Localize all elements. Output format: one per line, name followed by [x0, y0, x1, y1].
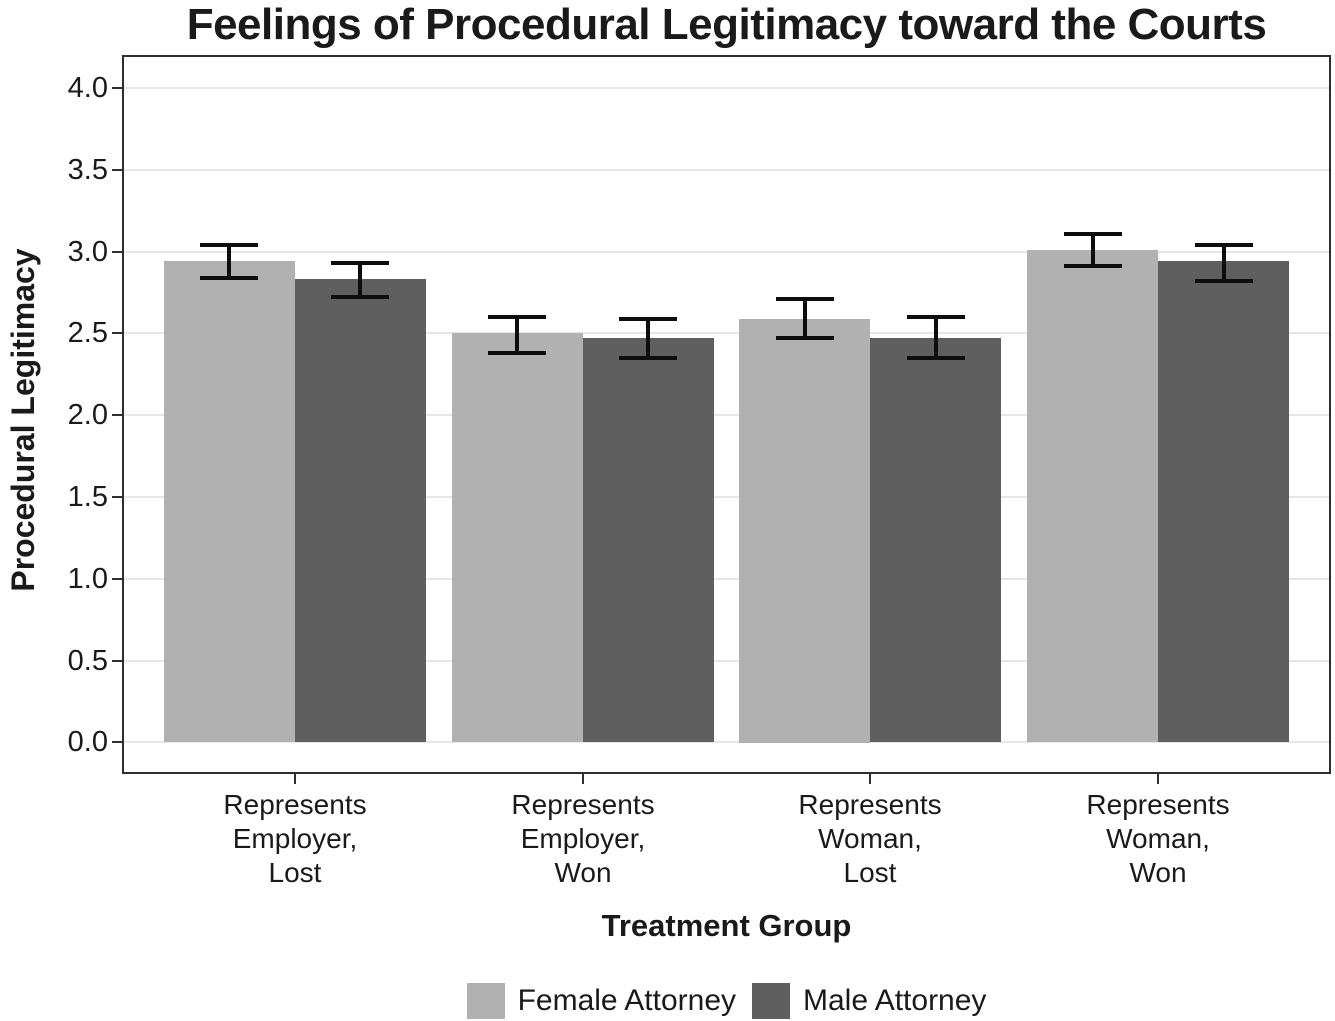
y-tick-label: 0.0 [67, 726, 108, 758]
x-axis-category-line: Represents [511, 789, 655, 820]
x-axis-category-line: Represents [798, 789, 942, 820]
gridline [124, 578, 1329, 580]
error-bar-cap-high-male-attorney-group-3 [907, 315, 965, 319]
error-bar-male-attorney-group-3 [934, 317, 938, 358]
x-axis-category-line: Lost [268, 857, 322, 888]
x-axis-category-line: Employer, [520, 823, 646, 854]
y-tick-mark [112, 496, 122, 498]
x-tick-mark [294, 774, 296, 784]
error-bar-cap-low-female-attorney-group-4 [1064, 264, 1122, 268]
bar-male-attorney-group-4 [1158, 261, 1289, 742]
gridline [124, 251, 1329, 253]
y-tick-mark [112, 87, 122, 89]
plot-panel [122, 55, 1331, 774]
gridline [124, 741, 1329, 743]
error-bar-cap-low-male-attorney-group-2 [619, 356, 677, 360]
bar-female-attorney-group-4 [1027, 250, 1158, 742]
y-tick-mark [112, 414, 122, 416]
error-bar-cap-high-male-attorney-group-2 [619, 317, 677, 321]
gridline [124, 660, 1329, 662]
error-bar-cap-high-male-attorney-group-1 [331, 261, 389, 265]
x-axis-category-line: Represents [223, 789, 367, 820]
x-axis-category-line: Woman, [818, 823, 922, 854]
legend-item-female-attorney: Female Attorney [466, 983, 736, 1019]
y-tick-mark [112, 660, 122, 662]
legend: Female Attorney Male Attorney [122, 981, 1331, 1021]
x-axis-category-line: Woman, [1106, 823, 1210, 854]
error-bar-cap-low-female-attorney-group-1 [200, 276, 258, 280]
x-axis-category-label: Represents Woman, Lost [725, 788, 1015, 890]
y-tick-label: 4.0 [67, 72, 108, 104]
gridline [124, 496, 1329, 498]
gridline [124, 414, 1329, 416]
bar-male-attorney-group-1 [295, 279, 426, 742]
bar-male-attorney-group-2 [583, 338, 714, 742]
y-tick-mark [112, 251, 122, 253]
x-axis-category-label: Represents Employer, Won [438, 788, 728, 890]
y-tick-mark [112, 578, 122, 580]
x-tick-mark [869, 774, 871, 784]
error-bar-cap-high-female-attorney-group-4 [1064, 232, 1122, 236]
error-bar-cap-high-female-attorney-group-1 [200, 243, 258, 247]
y-tick-label: 0.5 [67, 645, 108, 677]
error-bar-cap-low-male-attorney-group-4 [1195, 279, 1253, 283]
female-attorney-swatch [466, 983, 505, 1019]
x-axis-category-label: Represents Employer, Lost [150, 788, 440, 890]
x-axis-category-label: Represents Woman, Won [1013, 788, 1303, 890]
error-bar-female-attorney-group-3 [803, 299, 807, 338]
x-tick-mark [1157, 774, 1159, 784]
y-tick-label: 1.5 [67, 481, 108, 513]
chart-title: Feelings of Procedural Legitimacy toward… [186, 0, 1267, 49]
error-bar-female-attorney-group-4 [1091, 234, 1095, 267]
error-bar-male-attorney-group-1 [358, 263, 362, 297]
bar-female-attorney-group-1 [164, 261, 295, 742]
error-bar-male-attorney-group-2 [646, 319, 650, 358]
bar-female-attorney-group-2 [452, 333, 583, 742]
legend-label-female-attorney: Female Attorney [517, 984, 736, 1017]
x-axis-category-line: Lost [843, 857, 897, 888]
error-bar-cap-high-female-attorney-group-3 [776, 297, 834, 301]
male-attorney-swatch [752, 983, 790, 1019]
x-axis-category-line: Won [1129, 857, 1187, 888]
y-tick-mark [112, 169, 122, 171]
y-tick-label: 2.0 [67, 399, 108, 431]
y-tick-mark [112, 741, 122, 743]
error-bar-cap-high-female-attorney-group-2 [488, 315, 546, 319]
error-bar-cap-low-male-attorney-group-3 [907, 356, 965, 360]
x-axis-category-line: Won [554, 857, 612, 888]
gridline [124, 87, 1329, 89]
y-tick-label: 1.0 [67, 563, 108, 595]
y-tick-mark [112, 332, 122, 334]
y-tick-label: 2.5 [67, 317, 108, 349]
bar-male-attorney-group-3 [870, 338, 1001, 742]
error-bar-cap-high-male-attorney-group-4 [1195, 243, 1253, 247]
bar-female-attorney-group-3 [739, 319, 870, 743]
legend-label-male-attorney: Male Attorney [803, 984, 987, 1017]
y-tick-label: 3.0 [67, 236, 108, 268]
error-bar-male-attorney-group-4 [1222, 245, 1226, 281]
x-axis-category-line: Represents [1086, 789, 1230, 820]
error-bar-cap-low-male-attorney-group-1 [331, 295, 389, 299]
gridline [124, 169, 1329, 171]
y-tick-label: 3.5 [67, 154, 108, 186]
error-bar-cap-low-female-attorney-group-2 [488, 351, 546, 355]
error-bar-female-attorney-group-2 [515, 317, 519, 353]
error-bar-cap-low-female-attorney-group-3 [776, 336, 834, 340]
x-axis-category-line: Employer, [232, 823, 358, 854]
x-tick-mark [582, 774, 584, 784]
legend-item-male-attorney: Male Attorney [752, 983, 986, 1019]
gridline [124, 332, 1329, 334]
error-bar-female-attorney-group-1 [227, 245, 231, 278]
x-axis-title: Treatment Group [601, 908, 852, 943]
